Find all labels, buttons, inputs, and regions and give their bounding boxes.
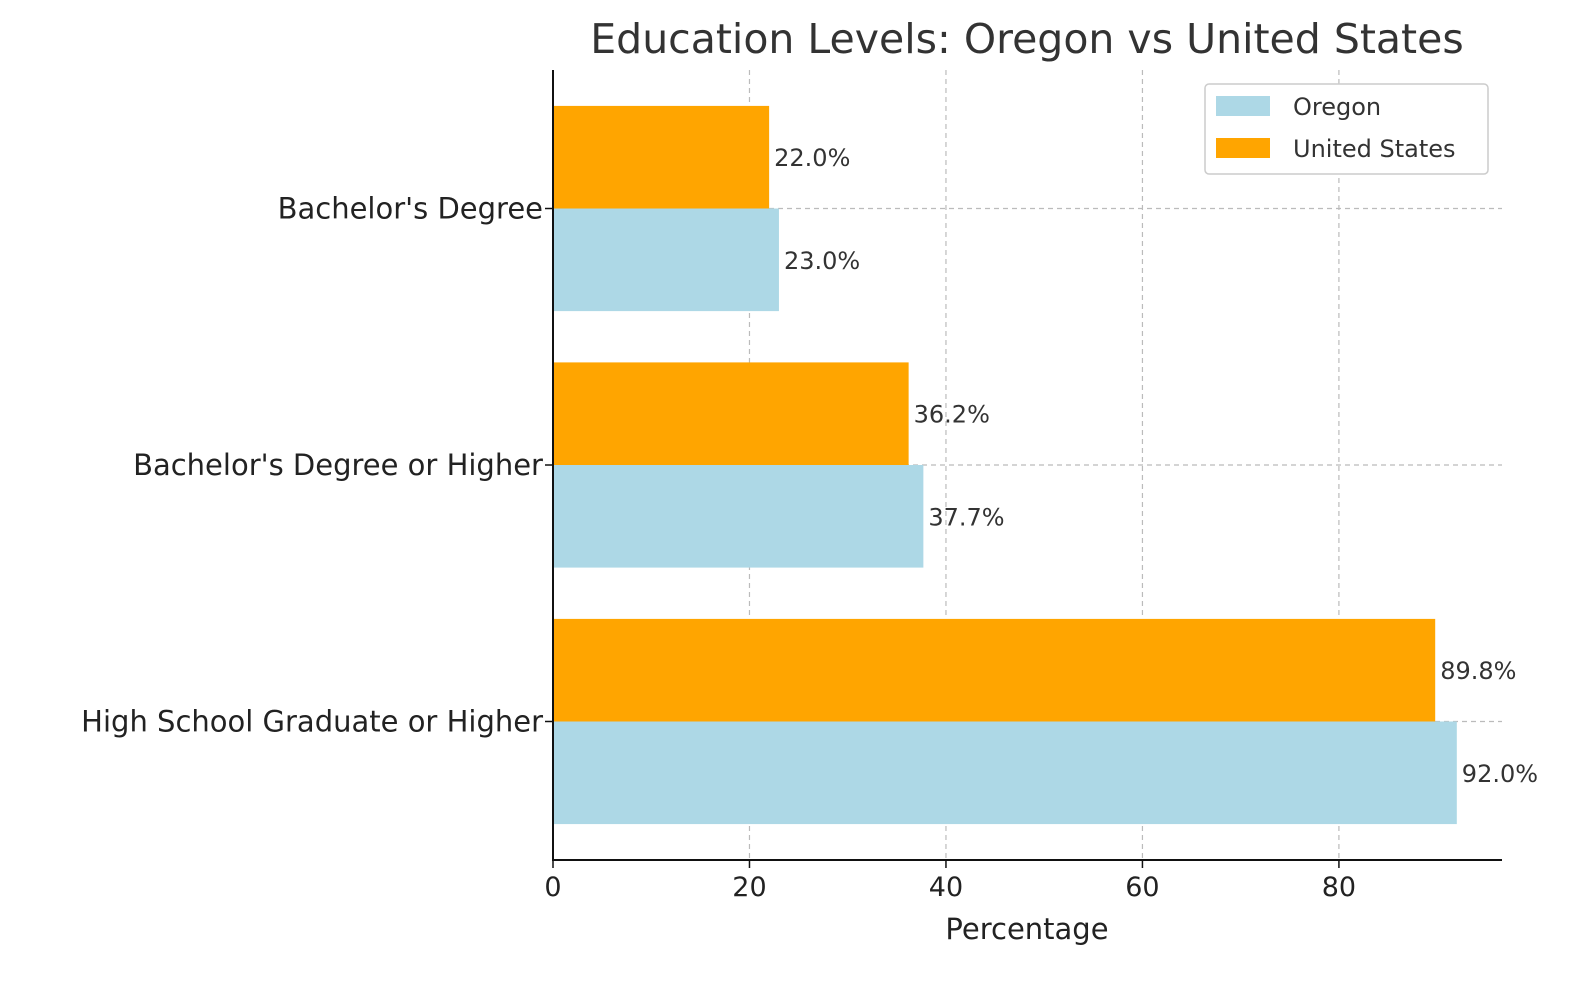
data-label-united-states: 22.0% (774, 144, 850, 172)
y-tick-label: Bachelor's Degree (278, 192, 543, 226)
data-label-oregon: 37.7% (928, 503, 1004, 531)
legend-label-oregon: Oregon (1293, 93, 1381, 121)
bar-oregon (553, 208, 779, 312)
x-tick-label: 0 (544, 872, 561, 903)
y-tick-label: Bachelor's Degree or Higher (133, 448, 543, 482)
bar-oregon (553, 721, 1457, 825)
legend-box (1204, 83, 1489, 175)
bar-united-states (553, 105, 770, 209)
y-ticks: High School Graduate or Higher Bachelor's… (81, 192, 553, 738)
data-labels: 92.0% 89.8% 37.7% 36.2% 23.0% 22.0% (774, 144, 1538, 788)
legend-swatch-oregon (1216, 96, 1270, 116)
data-label-oregon: 92.0% (1462, 760, 1538, 788)
bars (553, 105, 1457, 825)
x-ticks: 0 20 40 60 80 (544, 860, 1356, 903)
bar-oregon (553, 465, 924, 568)
x-tick-label: 80 (1322, 872, 1356, 903)
legend-swatch-united-states (1216, 138, 1270, 158)
x-tick-label: 20 (732, 872, 766, 903)
data-label-united-states: 89.8% (1440, 657, 1516, 685)
data-label-united-states: 36.2% (914, 401, 990, 429)
y-tick-label: High School Graduate or Higher (81, 704, 543, 738)
chart-title: Education Levels: Oregon vs United State… (590, 15, 1463, 63)
legend: Oregon United States (1204, 83, 1489, 175)
bar-united-states (553, 362, 909, 465)
legend-label-united-states: United States (1293, 135, 1456, 163)
x-tick-label: 40 (929, 872, 963, 903)
data-label-oregon: 23.0% (784, 247, 860, 275)
x-axis-label: Percentage (945, 912, 1108, 946)
x-tick-label: 60 (1125, 872, 1159, 903)
bar-united-states (553, 618, 1436, 722)
